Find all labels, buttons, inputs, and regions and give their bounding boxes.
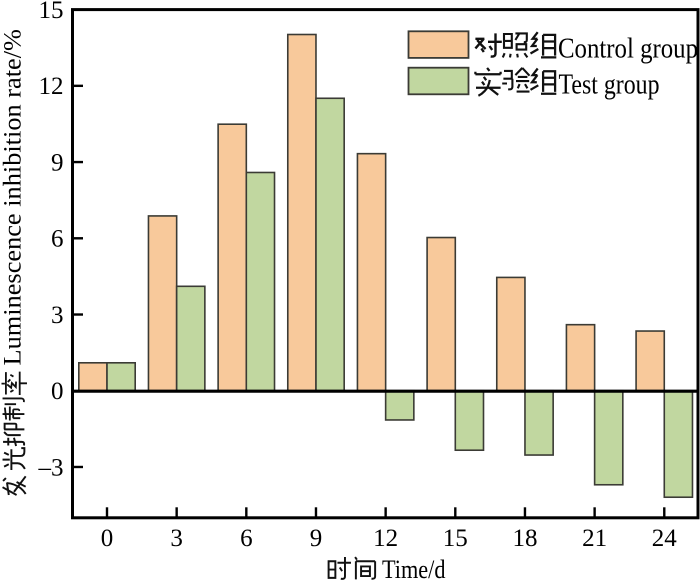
svg-text:Luminescence inhibition rate/%: Luminescence inhibition rate/% xyxy=(0,29,27,366)
svg-text:21: 21 xyxy=(582,525,607,552)
svg-text:9: 9 xyxy=(310,525,323,552)
svg-text:12: 12 xyxy=(373,525,398,552)
svg-text:0: 0 xyxy=(101,525,114,552)
svg-text:9: 9 xyxy=(51,149,64,176)
svg-text:6: 6 xyxy=(51,226,64,253)
svg-text:15: 15 xyxy=(443,525,468,552)
svg-text:Test group: Test group xyxy=(559,70,660,101)
svg-text:18: 18 xyxy=(512,525,537,552)
svg-text:12: 12 xyxy=(39,73,64,100)
svg-text:3: 3 xyxy=(170,525,183,552)
svg-text:3: 3 xyxy=(51,302,64,329)
svg-text:24: 24 xyxy=(652,525,678,552)
svg-text:Control group: Control group xyxy=(558,34,698,65)
svg-text:0: 0 xyxy=(51,378,64,405)
svg-text:15: 15 xyxy=(39,0,64,24)
svg-text:–3: –3 xyxy=(38,454,64,481)
svg-text:Time/d: Time/d xyxy=(382,555,446,582)
svg-text:6: 6 xyxy=(240,525,253,552)
